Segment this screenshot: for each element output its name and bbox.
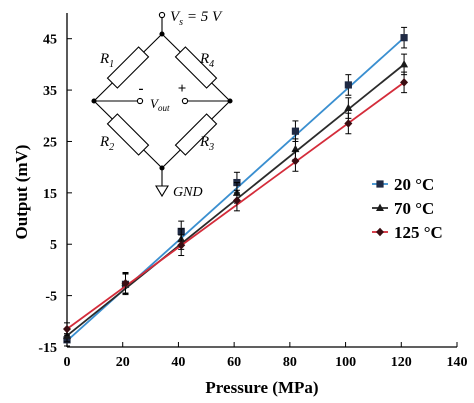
plot-area: 0 20 40 60 80 100 120 140 -15 -5 5 15 25 35 45 — [38, 13, 468, 370]
resistor-r3 — [174, 113, 218, 156]
legend-marker-1 — [376, 203, 384, 211]
y-tick-label-5: 5 — [50, 238, 57, 253]
terminal-vs — [158, 11, 166, 19]
x-axis-title: Pressure (MPa) — [205, 378, 318, 397]
terminal-vout-minus — [136, 97, 144, 105]
node-bottom — [159, 165, 165, 171]
bridge-circuit-inset — [91, 11, 233, 198]
r1-label: R1 — [99, 51, 114, 70]
x-tick-label-0: 0 — [64, 355, 71, 370]
series-2-point-4 — [291, 156, 300, 166]
terminal-vout-plus — [181, 97, 189, 105]
legend: 20 °C 70 °C 125 °C — [372, 175, 443, 242]
vout-minus-label: - — [139, 81, 144, 97]
vout-plus-label: + — [178, 81, 187, 97]
series-2-point-2 — [177, 241, 186, 250]
x-tick-label-60: 60 — [227, 355, 241, 370]
series-2-point-5 — [344, 119, 353, 128]
resistor-r4 — [174, 46, 218, 89]
series-2-point-6 — [400, 78, 409, 87]
y-axis-title: Output (mV) — [12, 145, 31, 240]
legend-label-2: 125 °C — [394, 223, 443, 242]
gnd-label: GND — [173, 185, 203, 200]
y-tick-label-35: 35 — [43, 84, 57, 99]
x-tick-label-100: 100 — [335, 355, 356, 370]
x-tick-label-20: 20 — [116, 355, 130, 370]
vs-label: Vs = 5 V — [170, 9, 223, 28]
series-0-point-5 — [344, 81, 352, 89]
ground-symbol — [155, 185, 169, 198]
y-tick-label--5: -5 — [45, 290, 57, 305]
x-tick-label-80: 80 — [283, 355, 297, 370]
r3-label: R3 — [199, 134, 214, 153]
series-2-point-0 — [63, 324, 71, 334]
legend-marker-0 — [376, 180, 384, 188]
r4-label: R4 — [199, 51, 214, 70]
series-2-point-1 — [121, 279, 130, 288]
series-2-point-3 — [232, 196, 241, 205]
legend-label-1: 70 °C — [394, 199, 434, 218]
y-tick-label-45: 45 — [43, 33, 57, 48]
y-tick-label-25: 25 — [43, 135, 57, 150]
x-tick-label-40: 40 — [171, 355, 185, 370]
y-tick-label-15: 15 — [43, 187, 57, 202]
resistor-r1 — [106, 46, 150, 89]
series-2 — [63, 71, 409, 336]
legend-marker-2 — [376, 227, 384, 237]
x-tick-label-140: 140 — [447, 355, 468, 370]
node-right — [227, 98, 233, 104]
node-top — [159, 31, 165, 37]
x-tick-label-120: 120 — [391, 355, 412, 370]
series-0-point-4 — [291, 127, 300, 135]
legend-label-0: 20 °C — [394, 175, 434, 194]
series-1-point-6 — [400, 59, 409, 68]
series-0-point-6 — [400, 34, 408, 42]
bridge-labels: Vs = 5 V R1 R4 R2 R3 - + Vout GND — [99, 9, 223, 200]
resistor-r2 — [106, 113, 150, 156]
y-tick-label--15: -15 — [38, 341, 57, 356]
series-1-point-5 — [344, 103, 353, 112]
node-left — [91, 98, 97, 104]
vout-label: Vout — [150, 96, 170, 113]
r2-label: R2 — [99, 134, 114, 153]
